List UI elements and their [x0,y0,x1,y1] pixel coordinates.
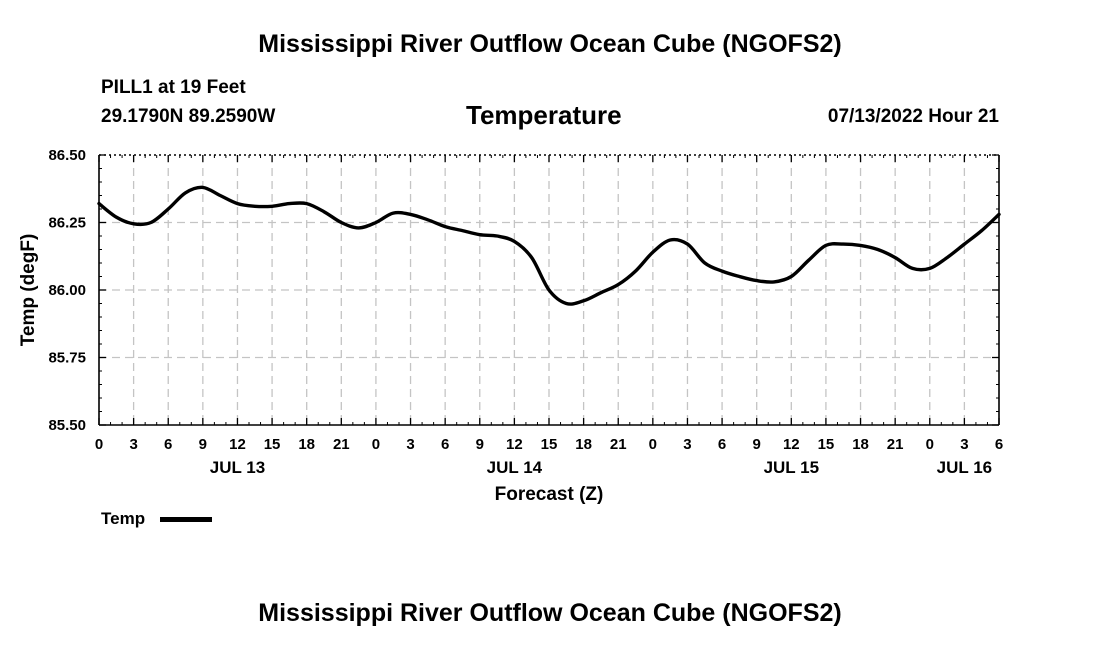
series-line-temp [97,185,1001,306]
parameter-title: Temperature [466,100,622,130]
x-tick-label: 0 [372,436,380,453]
x-tick-label: 9 [753,436,761,453]
x-tick-label: 6 [164,436,172,453]
x-tick-label: 12 [506,436,523,453]
y-tick-label: 86.25 [48,215,86,232]
legend-swatch [160,517,212,522]
station-label: PILL1 at 19 Feet [101,77,246,98]
x-tick-label: 12 [783,436,800,453]
x-tick-label: 15 [818,436,835,453]
x-tick-label: 3 [683,436,691,453]
y-axis-label: Temp (degF) [18,234,39,347]
footer-title: Mississippi River Outflow Ocean Cube (NG… [258,599,842,627]
x-tick-label: 6 [441,436,449,453]
x-tick-label: 9 [476,436,484,453]
x-tick-label: 18 [298,436,315,453]
x-tick-label: 9 [199,436,207,453]
x-tick-label: 6 [718,436,726,453]
y-tick-label: 86.50 [48,147,86,164]
x-tick-label: 3 [960,436,968,453]
x-tick-label: 0 [926,436,934,453]
y-tick-label: 85.75 [48,350,86,367]
x-tick-label: 15 [541,436,558,453]
x-tick-label: 21 [887,436,904,453]
x-tick-label: 21 [610,436,627,453]
x-tick-label: 0 [649,436,657,453]
y-tick-label: 86.00 [48,282,86,299]
forecast-datetime: 07/13/2022 Hour 21 [827,106,999,127]
x-tick-label: 12 [229,436,246,453]
x-tick-label: 18 [852,436,869,453]
chart-title: Mississippi River Outflow Ocean Cube (NG… [258,30,842,58]
day-label: JUL 16 [937,458,992,477]
y-tick-label: 85.50 [48,417,86,434]
x-tick-label: 6 [995,436,1003,453]
station-coordinates: 29.1790N 89.2590W [101,106,276,127]
x-tick-label: 21 [333,436,350,453]
day-label: JUL 13 [210,458,265,477]
x-axis-label: Forecast (Z) [495,484,604,505]
day-label: JUL 15 [764,458,819,477]
day-label: JUL 14 [487,458,543,477]
x-tick-label: 3 [129,436,137,453]
x-tick-label: 15 [264,436,281,453]
x-tick-label: 18 [575,436,592,453]
x-tick-label: 3 [406,436,414,453]
x-tick-label: 0 [95,436,103,453]
legend-label: Temp [101,509,146,528]
